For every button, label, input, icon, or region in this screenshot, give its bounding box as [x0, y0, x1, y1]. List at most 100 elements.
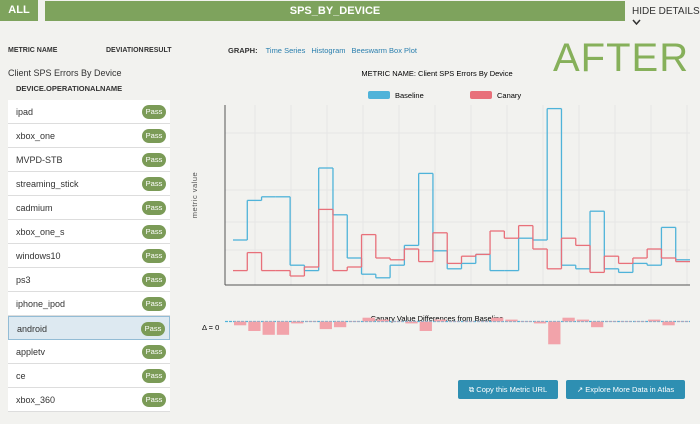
- explore-button[interactable]: ↗ Explore More Data in Atlas: [566, 380, 685, 399]
- view-link[interactable]: Time Series: [265, 46, 306, 55]
- device-row[interactable]: iphone_ipod Pass: [8, 292, 170, 316]
- diff-title: Canary Value Differences from Baseline: [371, 314, 504, 323]
- device-row[interactable]: ce Pass: [8, 364, 170, 388]
- device-name[interactable]: cadmium: [16, 203, 53, 213]
- device-name[interactable]: ce: [16, 371, 26, 381]
- result-pill: Pass: [142, 201, 166, 215]
- diff-bar: [433, 319, 447, 322]
- view-link[interactable]: Histogram: [311, 46, 346, 55]
- zero-label: Δ = 0: [202, 323, 219, 332]
- diff-bar: [348, 321, 361, 322]
- chevron: [632, 19, 641, 26]
- title-bar: SPS_BY_DEVICE: [45, 1, 625, 21]
- diff-bar: [362, 317, 375, 322]
- diff-bar: [562, 317, 575, 322]
- chart-title: METRIC NAME: Client SPS Errors By Device: [361, 69, 512, 78]
- device-name[interactable]: iphone_ipod: [16, 299, 66, 309]
- diff-bar: [276, 321, 290, 335]
- device-row[interactable]: windows10 Pass: [8, 244, 170, 268]
- device-list: ipad Pass xbox_one Pass MVPD-STB Pass streamin…: [8, 100, 170, 412]
- result-pill: Pass: [142, 345, 166, 359]
- diff-bar: [319, 321, 332, 330]
- copy-url-button[interactable]: ⧉ Copy this Metric URL: [458, 380, 558, 399]
- diff-bar: [648, 319, 661, 322]
- view-link[interactable]: Beeswarm Box Plot: [351, 46, 417, 55]
- diff-bar: [576, 319, 590, 322]
- result-pill: Pass: [142, 177, 166, 191]
- diff-bar: [419, 321, 432, 331]
- result-pill: Pass: [142, 273, 166, 287]
- device-name[interactable]: MVPD-STB: [16, 155, 63, 165]
- device-row[interactable]: android Pass: [8, 316, 170, 340]
- device-row[interactable]: ps3 Pass: [8, 268, 170, 292]
- diff-bar: [248, 321, 261, 331]
- device-row[interactable]: xbox_one Pass: [8, 124, 170, 148]
- result-pill: Pass: [142, 369, 166, 383]
- device-name[interactable]: android: [17, 324, 48, 334]
- result-pill: Pass: [142, 249, 166, 263]
- device-name[interactable]: streaming_stick: [16, 179, 79, 189]
- result-pill: Pass: [142, 153, 166, 167]
- diff-bar: [305, 321, 318, 322]
- device-name[interactable]: xbox_one_s: [16, 227, 65, 237]
- diff-bar: [676, 321, 689, 322]
- all-tab[interactable]: ALL: [0, 0, 38, 21]
- device-name[interactable]: windows10: [16, 251, 61, 261]
- button-label[interactable]: Copy this Metric URL: [476, 385, 548, 394]
- series: [233, 107, 690, 279]
- device-row[interactable]: cadmium Pass: [8, 196, 170, 220]
- diff-bar: [548, 321, 561, 345]
- device-name[interactable]: appletv: [16, 347, 46, 357]
- hide-details[interactable]: HIDE DETAILS: [632, 6, 700, 28]
- diff-bar: [605, 321, 618, 322]
- diff-bar: [633, 321, 647, 322]
- diff-bar: [262, 321, 275, 335]
- diff-bar: [333, 321, 347, 328]
- diff-bar: [619, 321, 632, 322]
- vertical-grid: [254, 105, 688, 285]
- after-stamp: AFTER: [553, 36, 690, 80]
- legend-label: Baseline: [395, 91, 424, 100]
- toggle-label[interactable]: HIDE DETAILS: [632, 6, 700, 17]
- diff-bar: [376, 319, 390, 322]
- device-name[interactable]: ps3: [16, 275, 31, 285]
- diff-bar: [391, 321, 404, 322]
- device-row[interactable]: appletv Pass: [8, 340, 170, 364]
- diff-bar: [533, 321, 547, 324]
- diff-bar: [491, 317, 504, 322]
- diff-bar: [519, 321, 532, 322]
- graph-selector: GRAPH: Time Series Histogram Beeswarm Box P…: [228, 46, 423, 55]
- column-header: METRIC NAME: [8, 47, 58, 54]
- device-row[interactable]: ipad Pass: [8, 100, 170, 124]
- device-name[interactable]: ipad: [16, 107, 34, 117]
- result-pill: Pass: [141, 322, 165, 336]
- device-name[interactable]: xbox_360: [16, 395, 56, 405]
- diff-bar: [462, 321, 475, 322]
- diff-bar: [505, 319, 518, 322]
- diff-bar: [234, 321, 247, 326]
- device-row[interactable]: xbox_360 Pass: [8, 388, 170, 412]
- result-pill: Pass: [142, 393, 166, 407]
- button-label[interactable]: Explore More Data in Atlas: [585, 385, 675, 394]
- device-row[interactable]: streaming_stick Pass: [8, 172, 170, 196]
- device-row[interactable]: xbox_one_s Pass: [8, 220, 170, 244]
- result-pill: Pass: [142, 225, 166, 239]
- diff-bar: [662, 321, 675, 326]
- column-header: DEVIATION: [106, 47, 144, 54]
- diff-bar: [405, 321, 418, 324]
- device-row[interactable]: MVPD-STB Pass: [8, 148, 170, 172]
- legend-label: Canary: [497, 91, 521, 100]
- grid: [225, 132, 690, 251]
- device-name[interactable]: xbox_one: [16, 131, 56, 141]
- legend-swatch: [470, 91, 492, 99]
- result-pill: Pass: [142, 129, 166, 143]
- diff-bar: [591, 321, 604, 328]
- diff-bar: [476, 321, 490, 322]
- dimension-name: DEVICE.OPERATIONALNAME: [16, 84, 123, 93]
- result-pill: Pass: [142, 105, 166, 119]
- metric-name: Client SPS Errors By Device: [8, 68, 122, 78]
- y-axis-label: metric value: [190, 172, 199, 218]
- result-pill: Pass: [142, 297, 166, 311]
